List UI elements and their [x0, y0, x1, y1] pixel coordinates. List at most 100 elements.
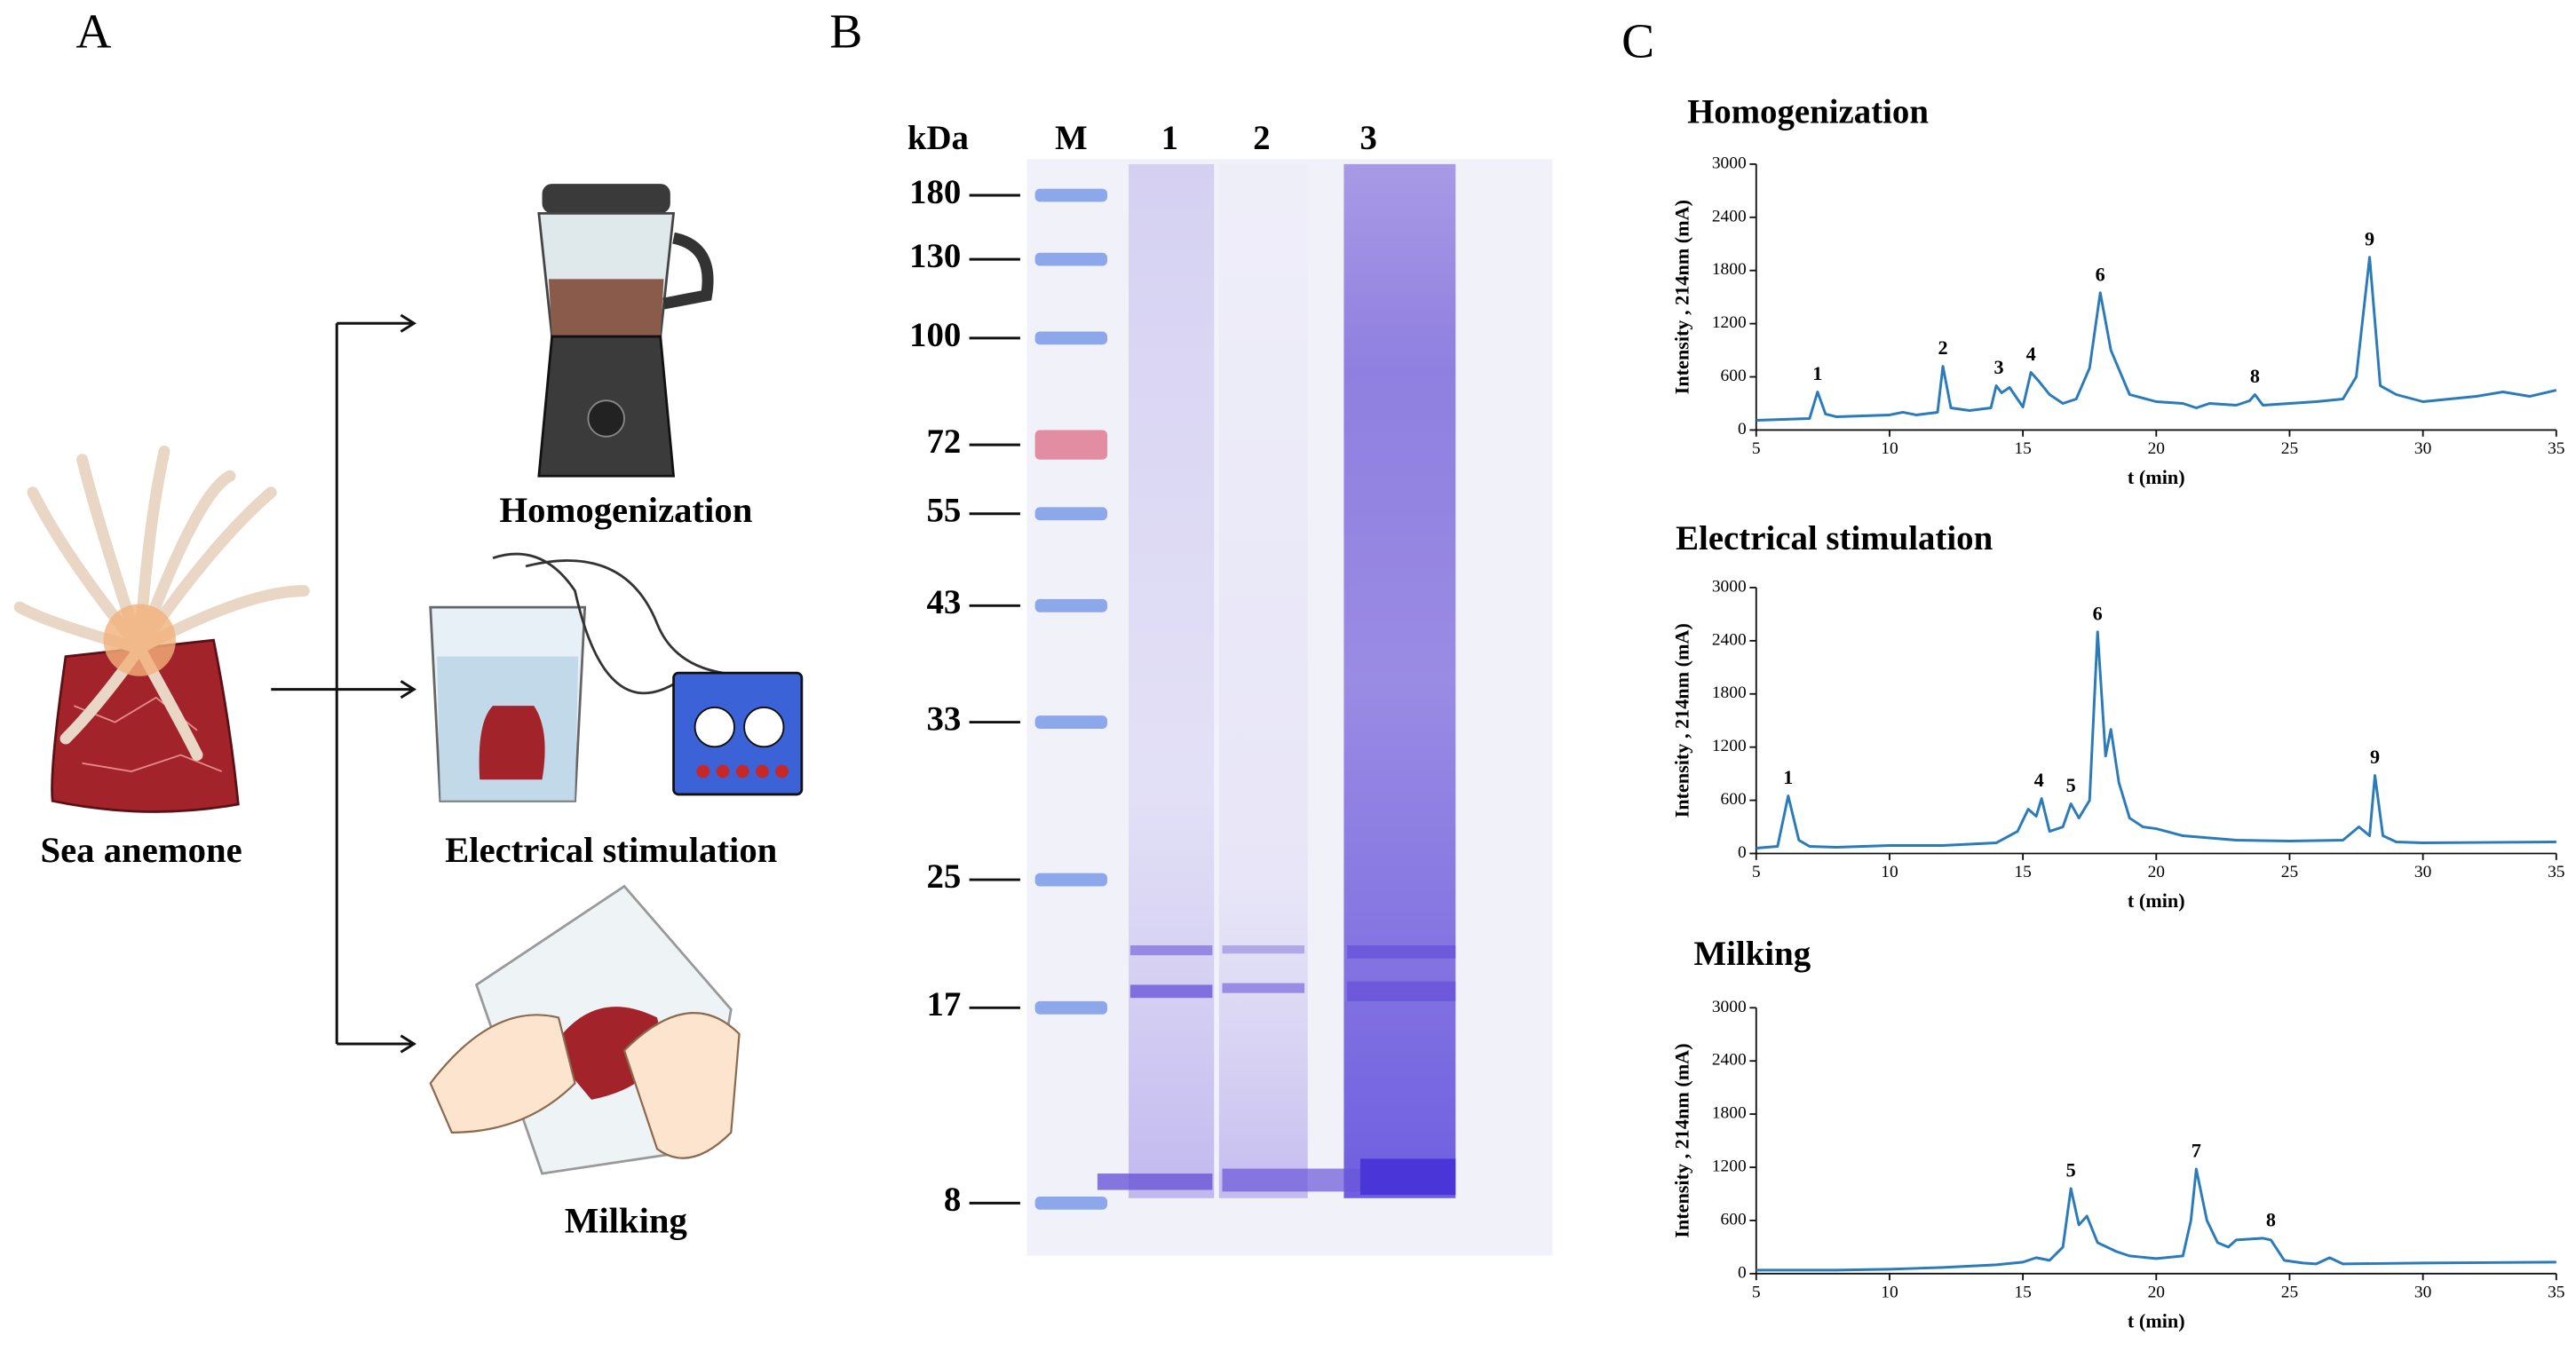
method-label: Homogenization	[499, 490, 752, 530]
peak-label: 9	[2370, 746, 2380, 768]
x-tick-label: 5	[1752, 863, 1761, 881]
x-tick-label: 30	[2414, 1283, 2431, 1301]
x-tick-label: 20	[2148, 439, 2165, 458]
y-tick-label: 0	[1738, 1263, 1747, 1282]
x-tick-label: 10	[1881, 863, 1898, 881]
ladder-band	[1034, 430, 1107, 460]
chart-title: Homogenization	[1687, 92, 1929, 130]
peak-label: 2	[1938, 336, 1947, 359]
marker-label: 25	[926, 857, 961, 896]
x-tick-label: 15	[2014, 1283, 2031, 1301]
x-tick-label: 15	[2014, 439, 2031, 458]
peak-label: 1	[1812, 362, 1822, 384]
ladder-band	[1034, 252, 1107, 266]
y-tick-label: 600	[1721, 790, 1747, 809]
peak-label: 5	[2066, 1159, 2076, 1181]
lane-label: 2	[1253, 119, 1270, 157]
y-tick-label: 1800	[1712, 1104, 1747, 1123]
y-tick-label: 1200	[1712, 313, 1747, 332]
panel-label: C	[1621, 15, 1654, 69]
x-tick-label: 25	[2281, 863, 2298, 881]
x-tick-label: 5	[1752, 1283, 1761, 1301]
lane-smear	[1343, 163, 1456, 1198]
y-axis-label: Intensity , 214nm (mA)	[1670, 1043, 1692, 1237]
ladder-band	[1034, 1000, 1107, 1015]
y-tick-label: 2400	[1712, 630, 1747, 649]
x-tick-label: 35	[2548, 439, 2564, 458]
peak-label: 7	[2192, 1140, 2201, 1162]
marker-label: 130	[909, 237, 961, 275]
y-tick-label: 1200	[1712, 1157, 1747, 1175]
source-label: Sea anemone	[40, 830, 242, 870]
peak-label: 9	[2365, 227, 2374, 249]
trace	[1756, 1167, 2556, 1272]
peak-label: 6	[2096, 263, 2105, 285]
method-label: Milking	[565, 1201, 687, 1241]
ladder-band	[1034, 598, 1107, 612]
marker-label: 55	[926, 492, 961, 530]
y-tick-label: 3000	[1712, 154, 1747, 172]
x-tick-label: 30	[2414, 863, 2431, 881]
sample-bands	[1097, 945, 1456, 1196]
ladder-band	[1034, 1196, 1107, 1210]
sea-anemone-illustration	[13, 446, 310, 813]
peak-label: 8	[2250, 365, 2260, 387]
x-axis-label: t (min)	[2128, 466, 2185, 488]
panel-label: B	[829, 4, 862, 59]
marker-label: 8	[944, 1181, 961, 1219]
lane-label: 1	[1161, 119, 1178, 157]
y-tick-label: 0	[1738, 843, 1747, 862]
ladder-band	[1034, 188, 1107, 202]
x-tick-label: 25	[2281, 1283, 2298, 1301]
x-tick-label: 25	[2281, 439, 2298, 458]
y-tick-label: 1800	[1712, 683, 1747, 702]
unit-label: kDa	[908, 119, 969, 157]
chart-title: Electrical stimulation	[1676, 519, 1993, 557]
ladder-band	[1034, 873, 1107, 887]
x-axis-label: t (min)	[2128, 889, 2185, 912]
arrows	[271, 313, 417, 1054]
x-tick-label: 35	[2548, 1283, 2564, 1301]
marker-label: 33	[926, 699, 961, 738]
trace	[1756, 630, 2556, 849]
chart-title: Milking	[1693, 935, 1811, 973]
y-axis-label: Intensity , 214nm (mA)	[1670, 623, 1692, 818]
panel-label: A	[75, 4, 111, 59]
x-tick-label: 5	[1752, 439, 1761, 458]
y-tick-label: 3000	[1712, 998, 1747, 1016]
marker-label: 43	[926, 583, 961, 621]
marker-label: 180	[909, 173, 961, 211]
peak-label: 1	[1783, 766, 1793, 788]
marker-label: 100	[909, 316, 961, 354]
ladder-band	[1034, 331, 1107, 345]
lane-smear	[1218, 163, 1308, 1198]
y-tick-label: 2400	[1712, 1051, 1747, 1070]
trace	[1756, 256, 2557, 422]
blender-illustration	[537, 184, 714, 478]
y-tick-label: 600	[1721, 367, 1747, 385]
peak-label: 8	[2266, 1209, 2276, 1231]
peak-label: 4	[2026, 343, 2036, 365]
ladder-band	[1034, 507, 1107, 521]
x-tick-label: 15	[2014, 863, 2031, 881]
peak-label: 3	[1994, 356, 2004, 378]
y-tick-label: 2400	[1712, 207, 1747, 225]
milking-illustration	[429, 884, 741, 1175]
marker-label: 72	[926, 423, 961, 461]
marker-label: 17	[926, 985, 961, 1023]
lane-label: M	[1055, 119, 1088, 157]
x-tick-label: 35	[2548, 863, 2564, 881]
peak-label: 6	[2093, 602, 2103, 624]
x-tick-label: 30	[2414, 439, 2431, 458]
y-axis-label: Intensity , 214nm (mA)	[1670, 200, 1692, 394]
lane-smear	[1129, 163, 1215, 1198]
peak-label: 5	[2066, 774, 2076, 796]
lane-label: 3	[1359, 119, 1376, 157]
peak-label: 4	[2034, 769, 2044, 791]
x-axis-label: t (min)	[2128, 1309, 2185, 1331]
y-tick-label: 0	[1738, 420, 1747, 439]
method-label: Electrical stimulation	[445, 830, 778, 870]
y-tick-label: 600	[1721, 1210, 1747, 1229]
